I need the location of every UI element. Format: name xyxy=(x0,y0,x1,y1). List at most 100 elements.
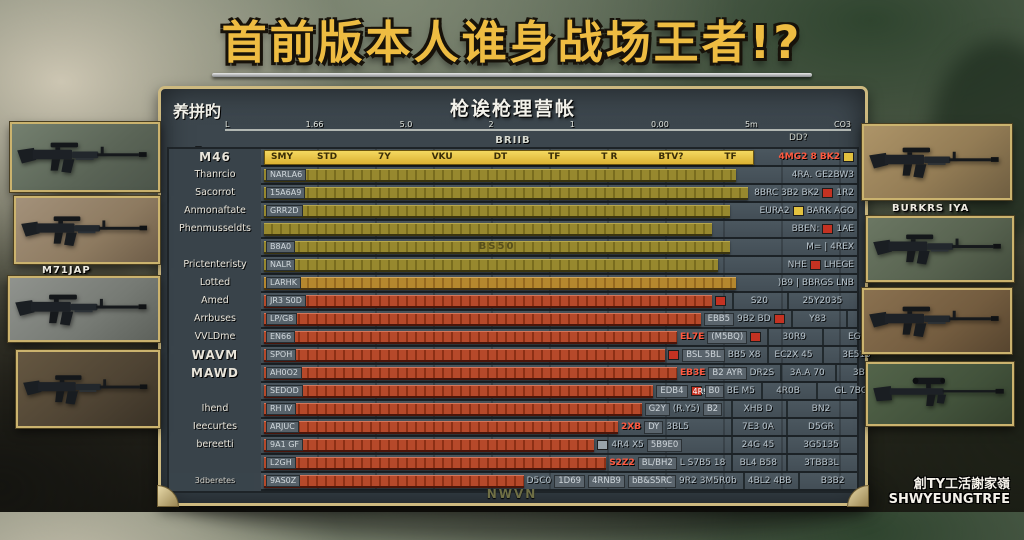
stats-table-rows: M46 SMY STD 7Y VKU DT TF T R BTV? TF 4MG2 8 BK2 Tha… xyxy=(167,147,899,493)
bar-tag: JR3 S0D xyxy=(266,294,306,307)
table-row: bereetti 9A1 GF 4R4 X5 5B9E0 24G 45 3G5135 xyxy=(169,437,857,455)
row-label: Ieecurtes xyxy=(169,419,261,437)
rifle-icon xyxy=(14,288,153,330)
panel-header-left: 养拼旳 xyxy=(173,102,222,121)
row-label: Amed xyxy=(169,293,261,311)
table-row: 3dberetes 9AS0Z D5C0 1D69 4RNB9 bB&S5RC 9R2 3M5… xyxy=(169,473,857,491)
value-col-1: 7E3 0A xyxy=(731,419,783,435)
value-col-2: GL 7BG xyxy=(816,383,884,399)
value-text: EURA2 xyxy=(759,206,790,216)
value-text: D5C0 xyxy=(526,476,552,486)
stat-bar: LP/G8 xyxy=(264,312,701,326)
value-text: 4RA. GE2BW3 xyxy=(791,170,854,180)
gun-card xyxy=(8,276,160,342)
value-col-1: 24G 45 xyxy=(731,437,783,453)
bar-tag: EN66 xyxy=(266,330,296,343)
row-label xyxy=(169,455,261,473)
gun-card xyxy=(14,196,160,264)
axis-tick: 5.0 xyxy=(399,120,413,129)
band-label-right: DD? xyxy=(789,133,808,143)
row-label: Sacorrot xyxy=(169,185,261,203)
row-track: B8A0 BS50 M= | 4REX xyxy=(261,239,857,257)
table-row: Amed JR3 S0D S20 25Y2035 xyxy=(169,293,857,311)
badge xyxy=(822,224,834,234)
value-text: EBB5 xyxy=(703,312,735,326)
row-track: SEDOD EDB4 4R9 B0 BE M5 4R0B GL 7BG xyxy=(261,383,868,401)
bar-tag: RH IV xyxy=(266,402,296,415)
row-label: Arrbuses xyxy=(169,311,261,329)
row-track: NARLA6 4RA. GE2BW3 xyxy=(261,167,857,185)
stat-bar: B8A0 BS50 xyxy=(264,240,731,254)
row-track: 15A6A9 8BRC 3B2 BK2 1R2 xyxy=(261,185,857,203)
value-col-2: 25Y2035 xyxy=(787,293,855,309)
value-text: 4RNB9 xyxy=(588,474,625,488)
axis-tick: 1.66 xyxy=(305,120,324,129)
value-col-1: Y83 xyxy=(790,311,843,327)
table-row: WAVM SPOH BSL 5BL BB5 X8 EC2X 45 3E515 xyxy=(169,347,871,365)
row-track: L2GH S2Z2 BL/BH2 L S7B5 18 BL4 B58 3TBB3L xyxy=(261,455,857,473)
rifle-icon xyxy=(868,141,1005,183)
value-text: DY xyxy=(644,420,664,434)
row-label: Prictenteristy xyxy=(169,257,261,275)
rifle-icon xyxy=(16,136,153,178)
gun-card xyxy=(862,124,1012,200)
row-label xyxy=(169,383,261,401)
bar-tag: SPOH xyxy=(266,348,297,361)
bar-tag: L2GH xyxy=(266,456,296,469)
value-text: BBEN: xyxy=(791,224,820,234)
value-text: EDB4 xyxy=(656,384,688,398)
value-text: EL7E xyxy=(680,332,705,342)
title-underline xyxy=(212,73,812,77)
value-text: 1D69 xyxy=(554,474,586,488)
sniper-rifle-icon xyxy=(872,373,1007,414)
stat-bar: JR3 S0D xyxy=(264,294,713,308)
band-label: BRIIB xyxy=(495,135,531,146)
row-label: Anmonaftate xyxy=(169,203,261,221)
value-col-2: BN2 xyxy=(786,401,854,417)
gun-caption: M71JAP xyxy=(42,265,91,276)
badge xyxy=(822,188,834,198)
row-track: GRR2D EURA2 BARK AGO xyxy=(261,203,857,221)
value-text: 3M5R0b xyxy=(699,476,737,486)
value-col-1: XHB D xyxy=(731,401,783,417)
bar-tag: ARJUC xyxy=(266,420,299,433)
rifle-icon xyxy=(872,228,1007,269)
bar-tag: 15A6A9 xyxy=(266,186,306,199)
value-col-2: 3E515 xyxy=(821,347,890,363)
stat-bar xyxy=(264,222,713,236)
axis-ticks: L 1.66 5.0 2 1 0.00 5m CO3 xyxy=(225,120,851,129)
badge xyxy=(668,350,680,360)
stats-panel: 养拼旳 枪诶枪理营帐 ▼ L 1.66 5.0 2 1 0.00 5m CO3 … xyxy=(157,86,899,507)
badge xyxy=(715,296,727,306)
row-track: RH IV G2Y (R.Y5) B2 XHB D BN2 xyxy=(261,401,857,419)
watermark-line2: SHWYEUNGTRFE xyxy=(888,492,1010,508)
value-text: B2 xyxy=(702,402,723,416)
value-text: BSL 5BL xyxy=(682,348,725,362)
gun-caption: BURKRS IYA xyxy=(892,203,970,214)
badge xyxy=(597,440,609,450)
stat-bar: NARLA6 xyxy=(264,168,736,182)
table-row: SEDOD EDB4 4R9 B0 BE M5 4R0B GL 7BG xyxy=(169,383,868,401)
row-label: WAVM xyxy=(169,347,261,365)
value-text: 9B2 BD xyxy=(737,314,771,324)
axis-tick: L xyxy=(225,120,230,129)
bar-tag: NARLA6 xyxy=(266,168,307,181)
value-text: NHE xyxy=(787,260,807,270)
table-row: Lotted LARHK)B9 | BBRGS LNB xyxy=(169,275,857,293)
badge xyxy=(809,260,821,270)
badge xyxy=(843,152,854,162)
value-text: B0 xyxy=(704,384,724,398)
value-text: 2XB xyxy=(621,422,642,432)
stat-bar: 9A1 GF xyxy=(264,438,595,452)
axis-tick: 1 xyxy=(569,120,575,129)
stat-bar: ARJUC xyxy=(264,420,618,434)
bar-tag: LP/G8 xyxy=(266,312,298,325)
bar-tag: 9A1 GF xyxy=(266,438,303,451)
value-text: BB5 X8 xyxy=(727,350,761,360)
value-text: 3BL5 xyxy=(666,422,689,432)
value-text: LHEGE xyxy=(823,260,854,270)
badge xyxy=(750,332,762,342)
row-label: bereetti xyxy=(169,437,261,455)
